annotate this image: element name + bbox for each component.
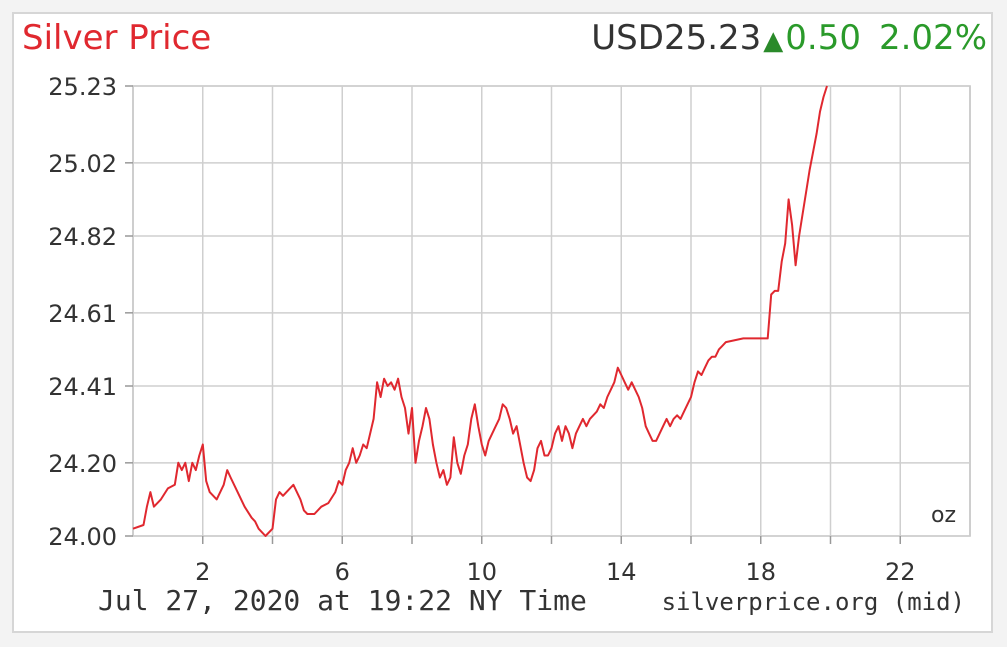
y-tick-label: 25.02 xyxy=(48,150,117,178)
up-triangle-icon: ▲ xyxy=(763,26,784,56)
unit-label: oz xyxy=(931,503,956,528)
x-tick-label: 10 xyxy=(466,558,497,586)
y-tick-label: 24.82 xyxy=(48,223,117,251)
price-change-percent: 2.02% xyxy=(878,18,987,58)
y-tick-label: 24.00 xyxy=(48,523,117,551)
y-tick-label: 24.20 xyxy=(48,450,117,478)
price-quote: USD25.23▲0.50 2.02% xyxy=(591,18,987,58)
source-label: silverprice.org (mid) xyxy=(661,588,965,616)
chart-title: Silver Price xyxy=(22,18,212,58)
price-change: 0.50 xyxy=(785,18,861,58)
price-series-line xyxy=(132,85,828,537)
current-price: USD25.23 xyxy=(591,18,762,58)
x-tick-label: 22 xyxy=(885,558,916,586)
x-tick-label: 18 xyxy=(745,558,776,586)
x-tick-label: 14 xyxy=(606,558,637,586)
y-tick-label: 24.41 xyxy=(48,373,117,401)
x-tick-label: 2 xyxy=(195,558,210,586)
y-tick-label: 25.23 xyxy=(48,73,117,101)
x-tick-label: 6 xyxy=(335,558,350,586)
y-tick-label: 24.61 xyxy=(48,300,117,328)
timestamp: Jul 27, 2020 at 19:22 NY Time xyxy=(98,584,587,617)
